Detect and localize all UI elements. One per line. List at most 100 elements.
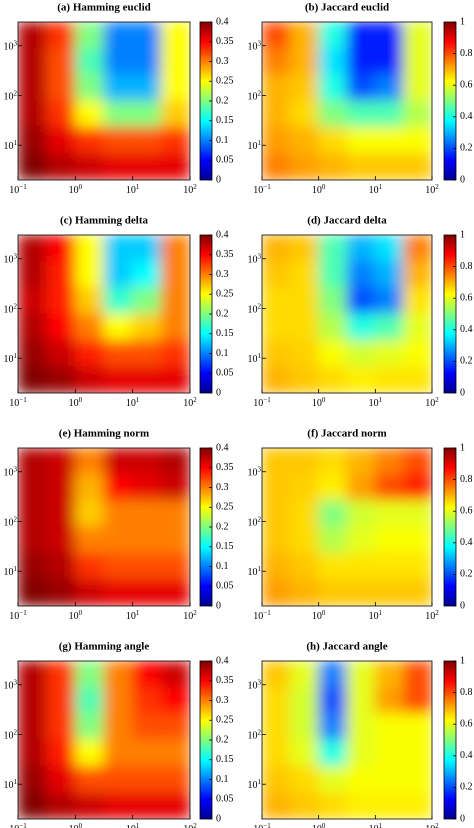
- colorbar-tick-label: 0.8: [460, 261, 473, 272]
- tick-label: 10−1: [9, 396, 27, 410]
- contour-cell: [132, 526, 162, 554]
- panel: (h) Jaccard angle10−11001011021011021030…: [248, 641, 473, 828]
- contour-cell: [403, 686, 432, 715]
- contour-cell: [18, 22, 48, 49]
- contour-cell: [160, 448, 190, 475]
- tick-label: 102: [183, 396, 197, 410]
- contour-cell: [262, 661, 291, 688]
- colorbar-tick-label: 0.25: [216, 502, 234, 513]
- contour-cell: [403, 153, 432, 180]
- colorbar-tick-label: 0.3: [216, 56, 229, 67]
- contour-cell: [74, 153, 105, 180]
- contour-cell: [132, 739, 162, 767]
- contour-cell: [74, 552, 105, 581]
- contour-cell: [318, 260, 348, 289]
- colorbar-tick-label: 0.2: [460, 143, 473, 154]
- contour-cell: [289, 552, 320, 581]
- contour-cell: [289, 765, 320, 794]
- tick-base: 10: [4, 42, 14, 53]
- tick-label: 100: [69, 822, 83, 828]
- contour-cell: [262, 713, 291, 741]
- tick-base: 10: [4, 305, 14, 316]
- tick-label: 102: [4, 728, 18, 742]
- tick-base: 10: [369, 185, 379, 196]
- tick-exponent: 1: [14, 778, 18, 786]
- contour-cell: [74, 100, 105, 128]
- tick-base: 10: [248, 42, 258, 53]
- contour-cell: [374, 100, 405, 128]
- contour-cell: [346, 339, 376, 368]
- contour-cell: [346, 552, 376, 581]
- colorbar-tick-label: 0.15: [216, 328, 234, 339]
- tick-label: 101: [248, 565, 262, 579]
- contour-cell: [103, 765, 134, 794]
- tick-label: 101: [369, 822, 383, 828]
- contour-cell: [160, 366, 190, 393]
- colorbar-tick-label: 0.1: [216, 561, 229, 572]
- contour-cell: [403, 792, 432, 819]
- colorbar-tick-label: 0.6: [460, 79, 473, 90]
- contour-cell: [103, 235, 134, 262]
- tick-exponent: 3: [258, 678, 262, 686]
- contour-cell: [74, 47, 105, 76]
- colorbar: [443, 234, 457, 394]
- panel: (g) Hamming angle10−11001011021011021030…: [4, 641, 234, 828]
- contour-cell: [132, 313, 162, 341]
- tick-label: 101: [248, 139, 262, 153]
- colorbar-tick-label: 0.8: [460, 474, 473, 485]
- colorbar-tick-label: 0.15: [216, 541, 234, 552]
- contour-cell: [318, 339, 348, 368]
- contour-cell: [18, 792, 48, 819]
- contour-cell: [289, 22, 320, 49]
- contour-cell: [374, 153, 405, 180]
- tick-label: 102: [183, 183, 197, 197]
- contour-cell: [160, 313, 190, 341]
- colorbar-tick-label: 0.4: [460, 111, 473, 122]
- contour-field: [262, 661, 432, 819]
- contour-cell: [132, 473, 162, 502]
- contour-cell: [403, 260, 432, 289]
- contour-field: [18, 22, 190, 180]
- colorbar-tick-label: 0: [460, 387, 465, 398]
- tick-label: 102: [425, 183, 439, 197]
- contour-cells: [18, 235, 190, 393]
- contour-cell: [46, 22, 76, 49]
- contour-cell: [46, 235, 76, 262]
- contour-cell: [403, 366, 432, 393]
- contour-cell: [262, 339, 291, 368]
- tick-label: 101: [4, 565, 18, 579]
- contour-cell: [262, 153, 291, 180]
- contour-cell: [318, 686, 348, 715]
- tick-base: 10: [253, 185, 263, 196]
- contour-cell: [46, 473, 76, 502]
- tick-exponent: 3: [14, 465, 18, 473]
- contour-cell: [262, 448, 291, 475]
- contour-cell: [132, 74, 162, 102]
- contour-cell: [103, 473, 134, 502]
- contour-cell: [74, 339, 105, 368]
- tick-exponent: 1: [258, 565, 262, 573]
- contour-cell: [346, 313, 376, 341]
- tick-label: 102: [248, 515, 262, 529]
- tick-label: 100: [69, 183, 83, 197]
- contour-cell: [318, 765, 348, 794]
- contour-cells: [18, 448, 190, 606]
- contour-cell: [403, 287, 432, 315]
- contour-cell: [74, 313, 105, 341]
- contour-cell: [103, 22, 134, 49]
- contour-cell: [262, 313, 291, 341]
- colorbar-tick-label: 0.2: [460, 356, 473, 367]
- tick-base: 10: [248, 518, 258, 529]
- tick-label: 102: [248, 728, 262, 742]
- contour-cell: [346, 579, 376, 606]
- colorbar-tick-label: 0.3: [216, 695, 229, 706]
- contour-cells: [262, 661, 432, 819]
- tick-exponent: 2: [193, 396, 197, 404]
- contour-cell: [262, 739, 291, 767]
- tick-exponent: 1: [136, 609, 140, 617]
- colorbar-tick-label: 0.4: [460, 750, 473, 761]
- contour-cell: [262, 579, 291, 606]
- contour-cell: [46, 47, 76, 76]
- tick-base: 10: [4, 255, 14, 266]
